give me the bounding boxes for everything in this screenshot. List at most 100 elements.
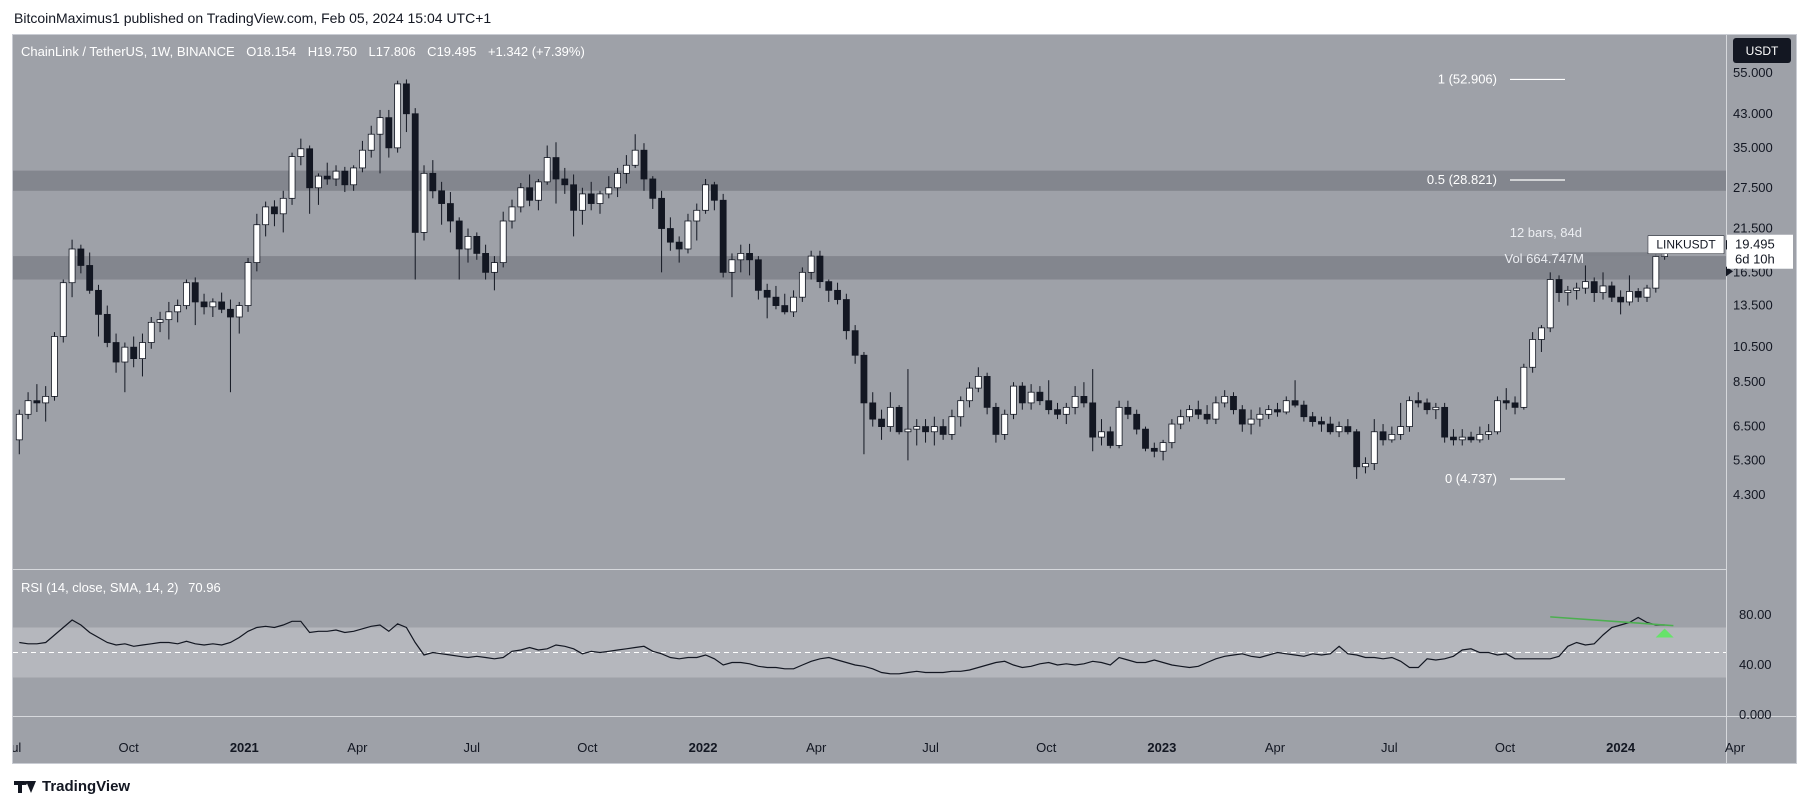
candle — [323, 162, 331, 185]
candle — [130, 336, 138, 368]
currency-button[interactable]: USDT — [1733, 38, 1791, 63]
candle-body — [183, 282, 190, 306]
candle-body — [1080, 395, 1088, 404]
candle — [1626, 275, 1633, 306]
candle — [438, 181, 446, 225]
candle — [675, 236, 683, 263]
candle — [77, 244, 85, 274]
candle — [658, 190, 665, 273]
candle-body — [737, 253, 745, 261]
candle — [165, 301, 173, 340]
time-tick: Apr — [806, 740, 827, 755]
candle — [33, 384, 41, 412]
candle-body — [1300, 404, 1308, 418]
candle-body — [675, 241, 683, 250]
candle — [1203, 405, 1211, 425]
time-tick: Jul — [1381, 740, 1398, 755]
candle-body — [842, 299, 850, 332]
candle — [350, 165, 358, 191]
measure-vol-text: Vol 664.747M — [1504, 251, 1584, 266]
candle — [15, 409, 23, 455]
candle — [983, 372, 991, 415]
candle-body — [1186, 409, 1193, 418]
candle-body — [570, 184, 577, 211]
candle — [482, 244, 490, 280]
candle — [1115, 400, 1123, 449]
candle — [534, 178, 542, 211]
candle-body — [218, 301, 226, 310]
candle-body — [323, 175, 331, 180]
candle — [1582, 265, 1589, 294]
candle-body — [1344, 426, 1352, 433]
candle-body — [957, 400, 965, 418]
candle-body — [491, 262, 498, 273]
rsi-tick: 0.000 — [1739, 707, 1772, 722]
candle-body — [464, 236, 472, 250]
candle-body — [895, 406, 903, 433]
candle — [103, 305, 111, 348]
candle — [156, 311, 164, 333]
candle-body — [1309, 416, 1317, 422]
candle — [526, 174, 533, 207]
candle — [1318, 416, 1325, 432]
candle-body — [816, 255, 824, 283]
candle-body — [754, 259, 762, 291]
candle — [306, 145, 314, 214]
candle — [930, 416, 938, 446]
price-label-countdown: 6d 10h — [1735, 252, 1775, 267]
candle-body — [1010, 385, 1017, 415]
candle — [508, 199, 516, 229]
candle-body — [948, 416, 956, 435]
candle — [1599, 272, 1607, 300]
candle — [913, 419, 921, 446]
candle — [1467, 431, 1475, 443]
candle — [68, 239, 76, 298]
candle-body — [640, 149, 648, 180]
candle — [359, 140, 366, 173]
candle — [403, 79, 410, 133]
candle-body — [1458, 436, 1466, 441]
candle-body — [103, 313, 111, 343]
fib-label: 0.5 (28.821) — [1427, 172, 1497, 187]
candle-body — [438, 190, 446, 204]
candle-body — [1450, 436, 1457, 441]
price-marker-icon — [1726, 266, 1733, 277]
candle-body — [279, 197, 287, 215]
chart-svg[interactable]: 1 (52.906) 0.5 (28.821) 0 (4.737) 12 bars,… — [13, 35, 1797, 764]
candle-body — [710, 184, 718, 201]
candle — [1450, 429, 1457, 446]
candle-body — [578, 193, 586, 211]
candle — [834, 282, 841, 305]
candle — [966, 382, 973, 408]
candle-body — [1142, 428, 1149, 449]
legend-low: 17.806 — [376, 44, 416, 59]
candle — [570, 174, 577, 237]
candle — [1335, 421, 1343, 438]
publisher-line: BitcoinMaximus1 published on TradingView… — [14, 10, 492, 26]
candle — [1150, 442, 1158, 458]
candle — [1573, 282, 1581, 300]
candle — [385, 109, 393, 158]
candle-body — [15, 413, 23, 441]
candle — [737, 244, 745, 273]
candle-body — [350, 167, 358, 186]
candle-body — [1414, 400, 1422, 404]
candle — [464, 228, 472, 263]
candle — [1370, 419, 1378, 471]
candle — [1423, 398, 1431, 415]
candle — [886, 392, 894, 432]
candle-body — [482, 253, 490, 273]
candle-body — [790, 296, 797, 313]
candle — [860, 351, 868, 455]
candle-body — [1018, 385, 1026, 404]
support-resistance-zone — [13, 256, 1726, 280]
chart-frame[interactable]: 1 (52.906) 0.5 (28.821) 0 (4.737) 12 bars,… — [12, 34, 1797, 764]
price-label: LINKUSDT 19.495 6d 10h — [1647, 234, 1793, 269]
candle — [1353, 429, 1361, 479]
candle-body — [869, 402, 877, 420]
candle — [183, 279, 190, 310]
candle — [1300, 400, 1308, 422]
candle-body — [95, 289, 102, 315]
candle-body — [834, 289, 841, 300]
candle-body — [1353, 431, 1361, 468]
